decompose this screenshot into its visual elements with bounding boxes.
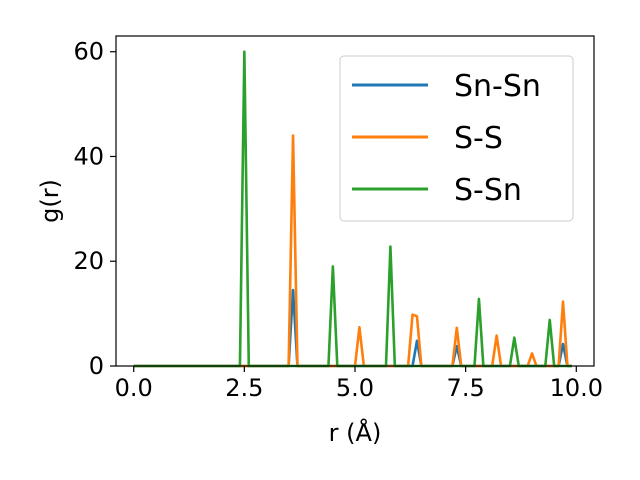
y-tick-label: 60: [73, 38, 104, 66]
x-ticks: 0.0 2.5 5.0 7.5 10.0: [115, 366, 603, 402]
y-tick-label: 20: [73, 247, 104, 275]
legend-label-sn-sn: Sn-Sn: [454, 69, 541, 104]
x-tick-label: 10.0: [550, 374, 603, 402]
x-axis-label: r (Å): [329, 418, 382, 447]
y-axis-label: g(r): [36, 179, 64, 223]
legend-box: [339, 55, 574, 222]
x-tick-label: 2.5: [225, 374, 263, 402]
y-ticks: 0 20 40 60: [73, 38, 116, 380]
x-tick-label: 5.0: [336, 374, 374, 402]
y-tick-label: 0: [89, 352, 104, 380]
legend-label-s-sn: S-Sn: [454, 173, 522, 208]
x-tick-label: 0.0: [115, 374, 153, 402]
legend: Sn-Sn S-S S-Sn: [339, 55, 574, 222]
y-tick-label: 40: [73, 142, 104, 170]
x-tick-label: 7.5: [447, 374, 485, 402]
legend-label-s-s: S-S: [454, 121, 503, 156]
